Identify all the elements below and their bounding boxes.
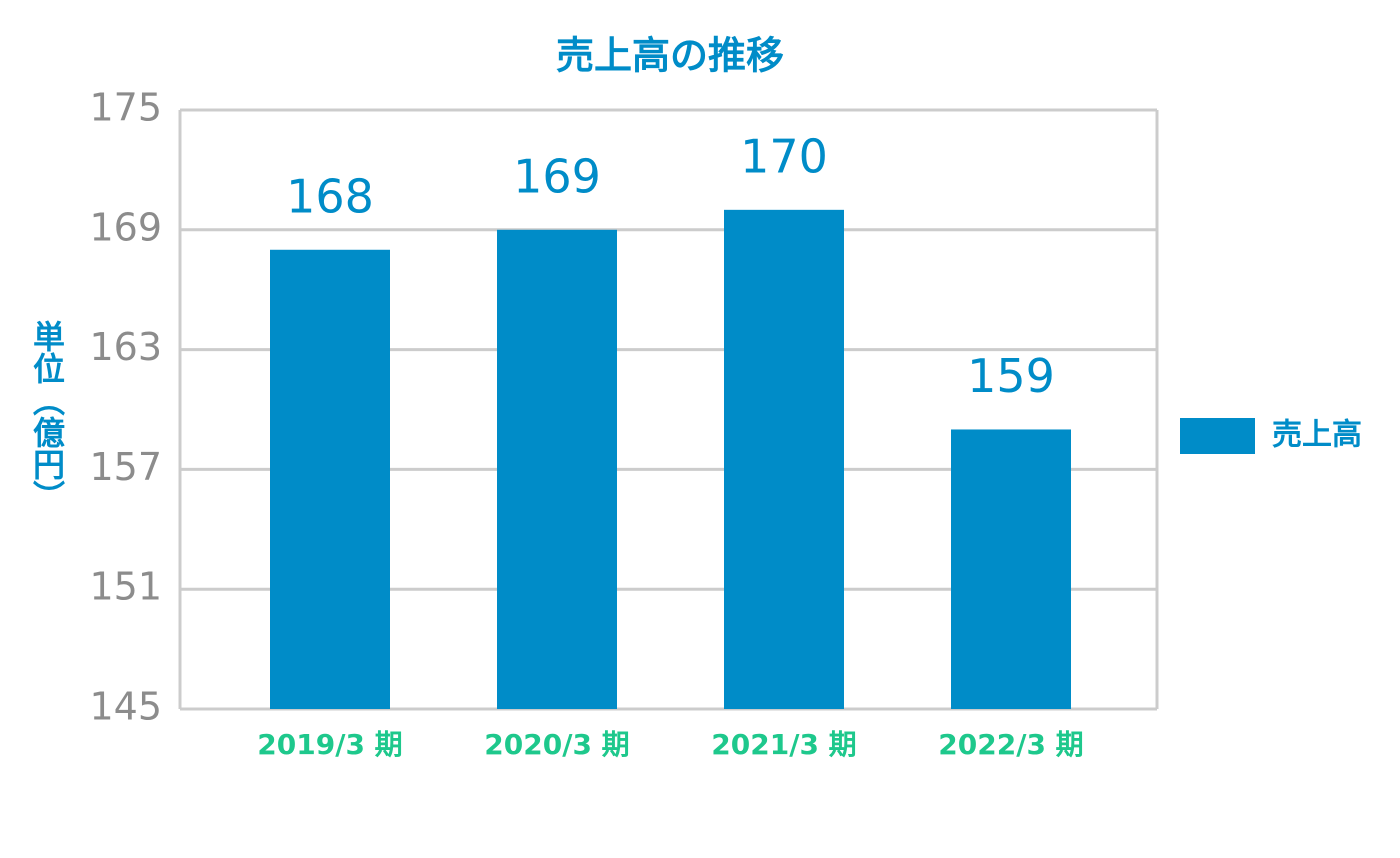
value-label: 170	[740, 129, 828, 183]
bar	[951, 429, 1071, 709]
y-tick-label: 151	[89, 565, 162, 609]
bar	[497, 229, 617, 710]
y-tick-label: 175	[89, 86, 162, 130]
legend-label: 売上高	[1272, 418, 1362, 453]
value-label: 159	[967, 349, 1055, 403]
chart-title: 売上高の推移	[556, 34, 784, 78]
x-tick-label: 2019/3 期	[257, 728, 402, 761]
bar	[270, 249, 390, 709]
y-tick-label: 145	[89, 685, 162, 729]
y-tick-label: 169	[89, 205, 162, 249]
bar	[724, 209, 844, 710]
y-tick-label: 157	[89, 445, 162, 489]
x-tick-label: 2021/3 期	[711, 728, 856, 761]
y-tick-label: 163	[89, 325, 162, 369]
y-axis-label: 単位（億円）	[28, 320, 66, 512]
value-label: 169	[513, 149, 601, 203]
x-tick-label: 2022/3 期	[938, 728, 1083, 761]
value-label: 168	[286, 169, 374, 223]
legend-swatch	[1180, 418, 1255, 454]
x-tick-label: 2020/3 期	[484, 728, 629, 761]
